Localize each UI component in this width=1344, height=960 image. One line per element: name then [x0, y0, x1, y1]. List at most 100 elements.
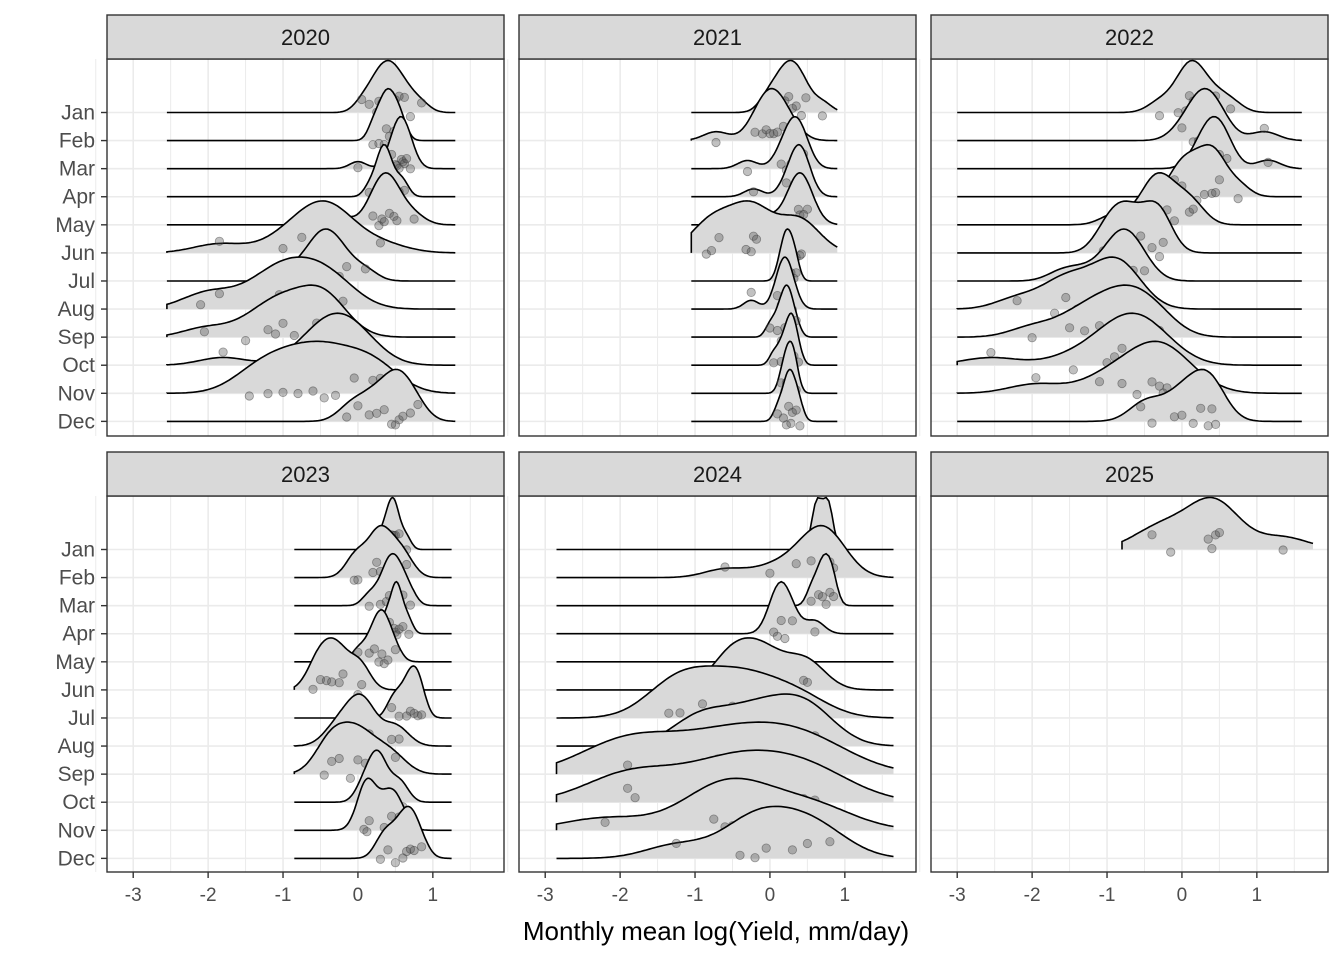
strip-2022 — [930, 14, 1329, 60]
ridge-area — [556, 750, 894, 803]
ridge-line — [293, 693, 452, 747]
panel-2021: 2021 — [507, 14, 917, 437]
ridge-area — [957, 257, 1302, 310]
data-point — [386, 811, 397, 821]
data-point — [748, 187, 759, 197]
y-tick-label: Jun — [61, 242, 95, 265]
ridge-jul — [294, 665, 452, 721]
data-point — [671, 838, 681, 849]
data-point — [392, 216, 402, 226]
data-point — [342, 261, 352, 272]
data-point — [1061, 292, 1071, 303]
strip-label: 2021 — [693, 25, 742, 50]
data-point — [776, 159, 786, 169]
data-point — [379, 405, 389, 415]
panel-2022: 2022 — [919, 14, 1329, 437]
y-tick-label: Jul — [68, 270, 95, 293]
data-point — [353, 755, 363, 765]
data-point — [1136, 402, 1146, 412]
data-point — [1027, 333, 1037, 343]
data-point — [364, 816, 374, 826]
data-point — [1068, 365, 1078, 375]
ridge-line — [166, 256, 456, 310]
y-tick-label: Jul — [68, 707, 95, 730]
data-point — [409, 214, 419, 224]
data-point — [1147, 530, 1157, 540]
ridge-jan — [1121, 496, 1314, 557]
data-point — [787, 407, 798, 417]
data-point — [409, 845, 419, 856]
ridge-line — [691, 340, 838, 395]
data-point — [701, 249, 711, 259]
y-tick-label: Mar — [59, 158, 95, 181]
ridge-area — [294, 666, 452, 718]
data-point — [1188, 204, 1198, 214]
data-point — [664, 708, 674, 718]
data-point — [405, 164, 415, 174]
data-point — [404, 629, 414, 639]
ridge-jun — [293, 637, 452, 700]
data-point — [218, 347, 228, 357]
ridge-line — [166, 59, 456, 114]
data-point — [787, 845, 798, 855]
ridge-line — [957, 115, 1302, 170]
data-point — [405, 408, 415, 418]
data-point — [379, 217, 389, 227]
ridge-area — [294, 750, 452, 803]
data-point — [364, 601, 374, 611]
ridge-area — [166, 172, 456, 225]
x-tick-label: 1 — [840, 885, 851, 906]
data-point — [398, 853, 408, 863]
data-point — [1169, 216, 1180, 226]
data-point — [1147, 243, 1157, 253]
data-point — [394, 734, 404, 744]
data-point — [720, 562, 730, 572]
ridge-area — [166, 116, 456, 169]
data-point — [390, 752, 400, 763]
data-point — [778, 413, 789, 423]
y-tick-label: Nov — [58, 819, 96, 842]
y-tick-label: Oct — [62, 354, 95, 377]
ridge-line — [166, 284, 456, 338]
ridge-line — [957, 284, 1302, 338]
ridge-line — [556, 805, 894, 860]
data-point — [390, 645, 400, 655]
ridge-line — [555, 721, 894, 775]
strip-2025 — [930, 451, 1329, 497]
data-point — [791, 101, 801, 111]
data-point — [413, 711, 423, 721]
data-point — [327, 677, 337, 687]
x-tick-label: 0 — [353, 885, 364, 906]
data-point — [769, 129, 779, 139]
data-point — [761, 843, 771, 853]
ridge-area — [294, 778, 452, 831]
data-point — [386, 419, 397, 429]
data-point — [772, 127, 783, 137]
data-point — [772, 325, 783, 336]
data-point — [338, 669, 348, 679]
data-point — [297, 232, 307, 242]
data-point — [375, 238, 385, 248]
data-point — [813, 590, 824, 600]
y-tick-label: Apr — [62, 186, 95, 209]
data-point — [244, 391, 254, 401]
ridge-area — [691, 313, 838, 366]
data-point — [327, 756, 337, 767]
ridge-line — [294, 805, 452, 860]
data-point — [357, 94, 367, 105]
data-point — [1188, 418, 1198, 428]
data-point — [398, 157, 408, 167]
data-point — [796, 110, 807, 121]
y-tick-label: Feb — [59, 567, 95, 590]
strip-2023 — [106, 451, 505, 497]
strip-2021 — [518, 14, 917, 60]
y-tick-label: Oct — [62, 791, 95, 814]
ridge-apr — [556, 580, 894, 644]
data-point — [1203, 534, 1213, 544]
x-tick-label: 1 — [428, 885, 439, 906]
ridge-area — [166, 200, 456, 253]
ridge-area — [957, 144, 1302, 197]
data-point — [780, 633, 790, 644]
data-point — [1211, 419, 1221, 429]
data-point — [806, 596, 816, 606]
